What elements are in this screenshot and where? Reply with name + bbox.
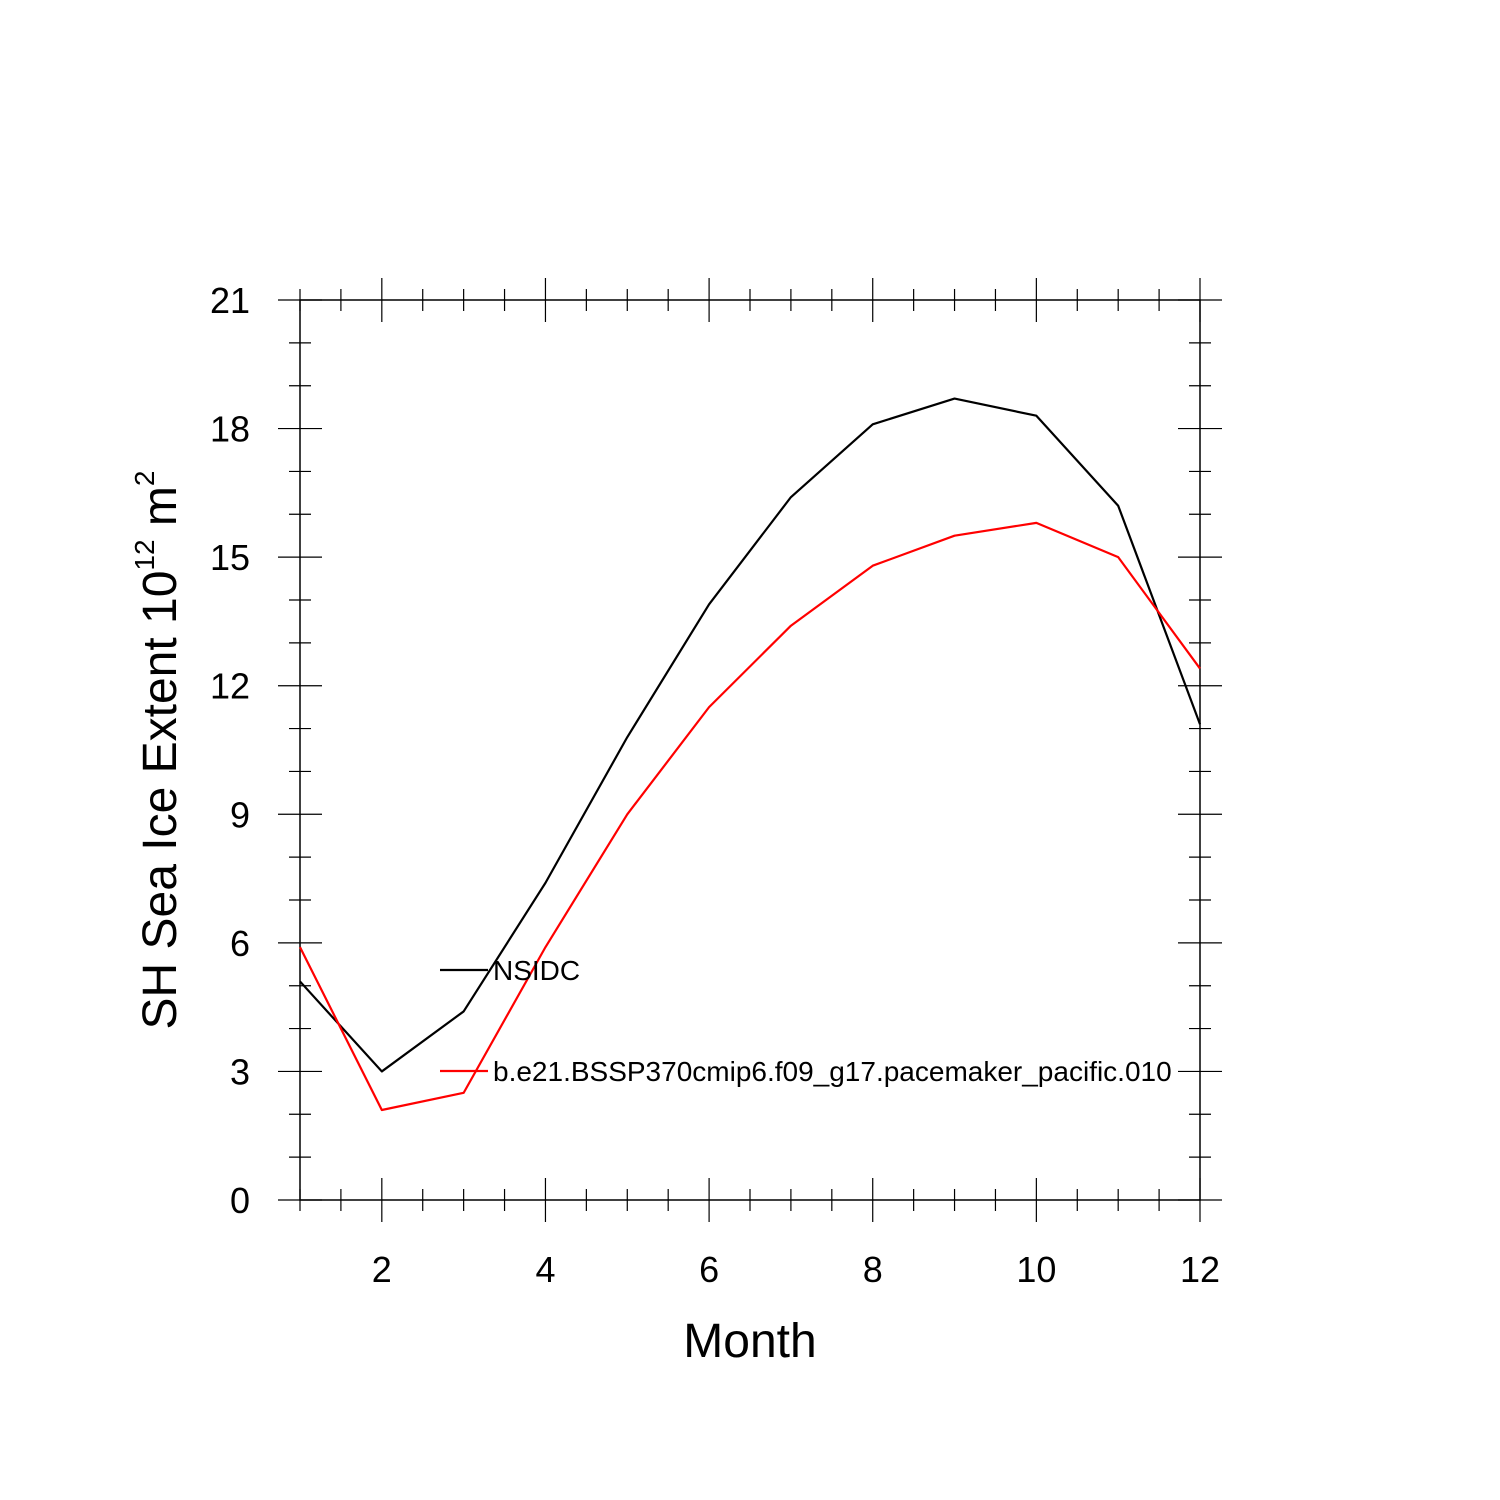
legend: NSIDC b.e21.BSSP370cmip6.f09_g17.pacemake… (440, 955, 1172, 1087)
y-tick-label: 12 (210, 666, 250, 707)
y-axis-title-main: SH Sea Ice Extent 10 (134, 571, 187, 1030)
y-tick-label: 18 (210, 409, 250, 450)
y-tick-label: 21 (210, 280, 250, 321)
legend-label-1: NSIDC (493, 955, 580, 986)
y-tick-label: 15 (210, 537, 250, 578)
series-line-2 (299, 521, 1201, 1112)
x-tick-label: 8 (863, 1249, 883, 1290)
y-axis-title-unit-exponent: 2 (129, 471, 160, 487)
x-tick-label: 4 (535, 1249, 555, 1290)
x-tick-label: 6 (699, 1249, 719, 1290)
y-tick-label: 3 (230, 1051, 250, 1092)
y-axis-title: SH Sea Ice Extent 1012 m2 (129, 471, 187, 1030)
series-line-1 (299, 397, 1202, 1073)
tick-labels: 2 4 6 8 10 12 0 3 6 9 12 15 18 21 (210, 280, 1220, 1290)
y-axis-title-unit: m (134, 486, 187, 539)
y-axis-title-exponent: 12 (129, 539, 160, 570)
y-tick-label: 0 (230, 1180, 250, 1221)
x-tick-label: 2 (372, 1249, 392, 1290)
y-tick-label: 6 (230, 923, 250, 964)
tick-marks (278, 278, 1222, 1222)
series-lines (299, 397, 1202, 1112)
legend-label-2: b.e21.BSSP370cmip6.f09_g17.pacemaker_pac… (493, 1056, 1172, 1087)
y-tick-label: 9 (230, 794, 250, 835)
x-axis-title: Month (683, 1315, 816, 1368)
x-tick-label: 10 (1016, 1249, 1056, 1290)
x-tick-label: 12 (1180, 1249, 1220, 1290)
